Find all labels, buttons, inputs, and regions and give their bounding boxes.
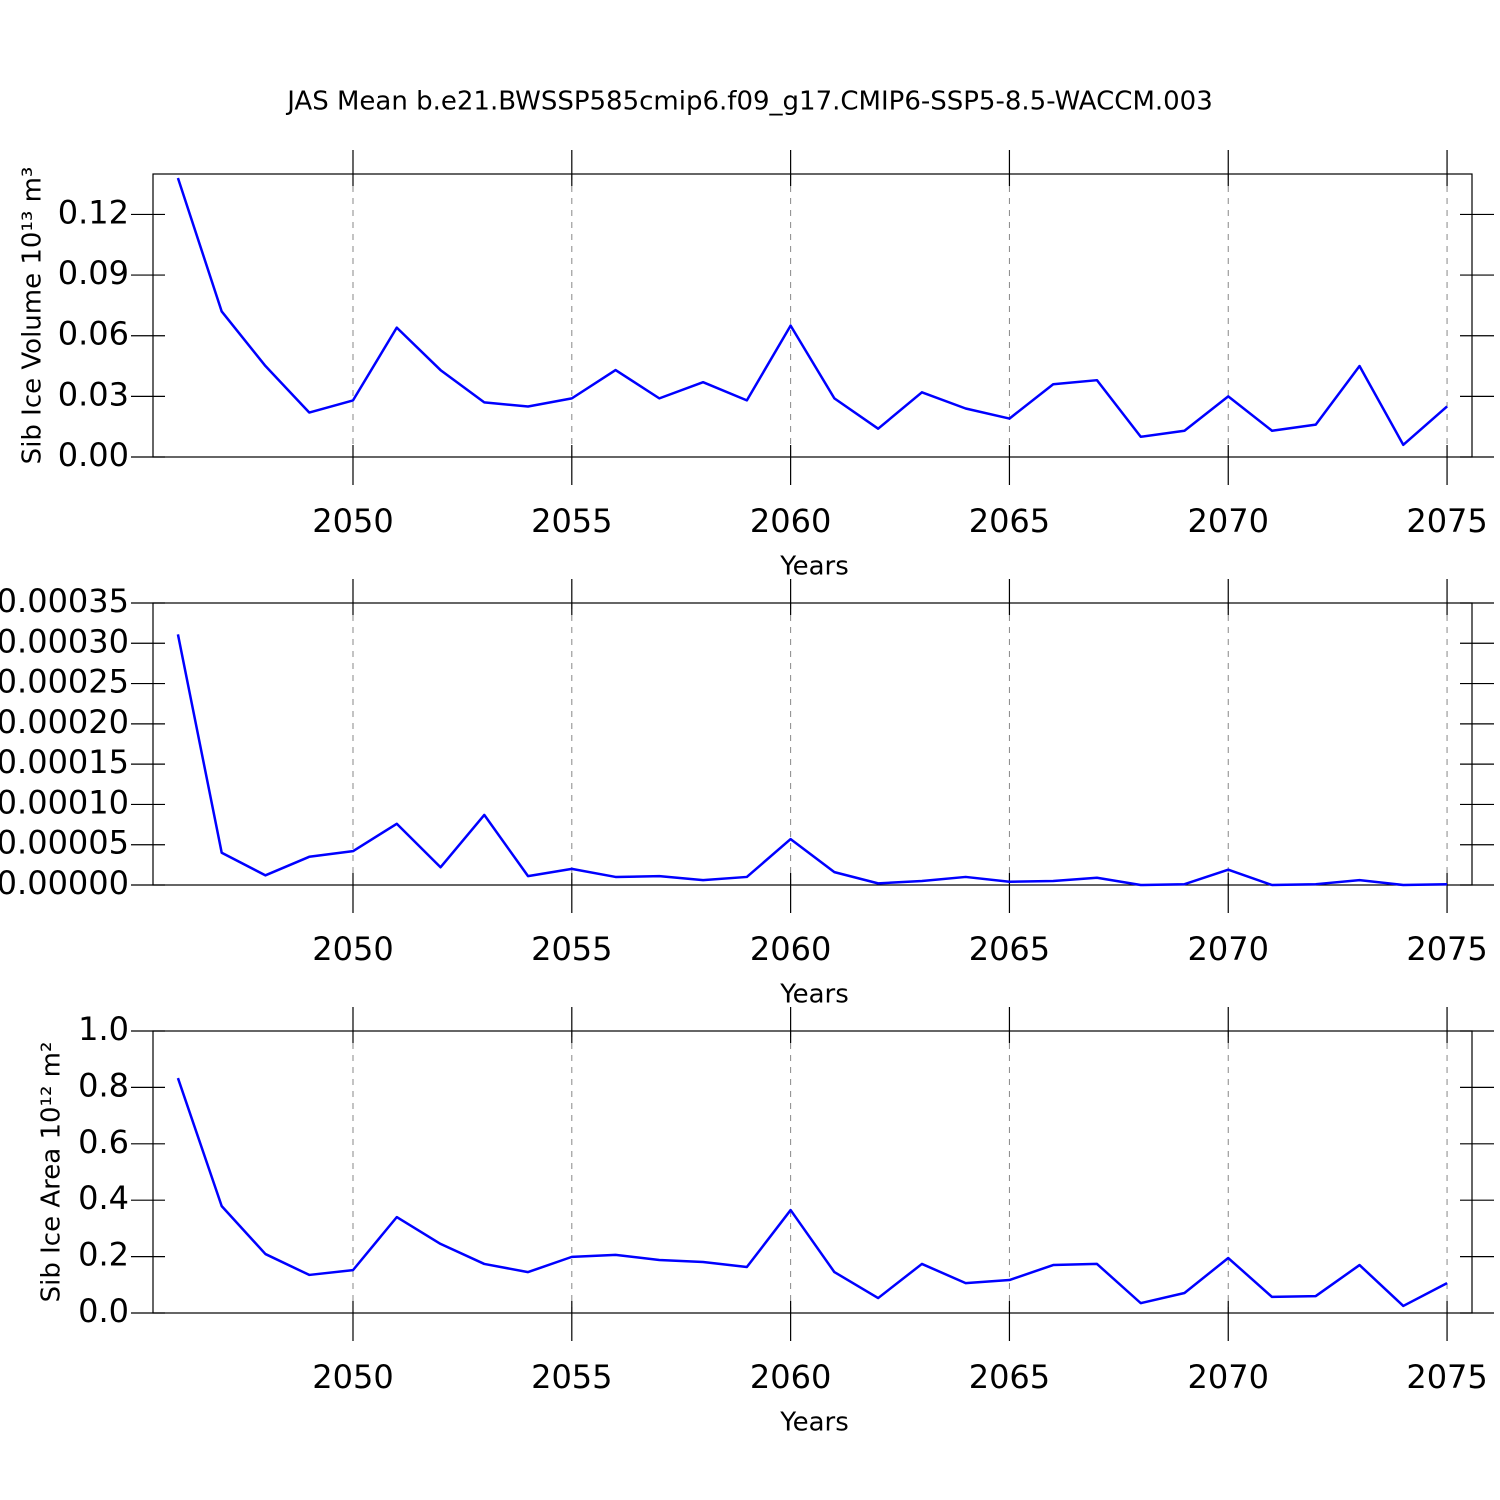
y-tick-label: 0.8 <box>78 1066 129 1104</box>
y-axis-label: Sib Ice Volume 10¹³ m³ <box>18 167 48 465</box>
x-tick-label: 2070 <box>1188 502 1269 540</box>
y-tick-label: 0.00035 <box>0 582 129 620</box>
x-tick-label: 2065 <box>969 502 1050 540</box>
x-tick-label: 2055 <box>531 930 612 968</box>
x-tick-label: 2070 <box>1188 930 1269 968</box>
y-tick-label: 0.00 <box>58 436 129 474</box>
x-tick-label: 2055 <box>531 502 612 540</box>
data-line <box>176 1077 1448 1308</box>
y-axis-label: Sib Ice Area 10¹² m² <box>37 1042 67 1303</box>
y-tick-label: 0.00010 <box>0 783 129 821</box>
x-tick-label: 2060 <box>750 1358 831 1396</box>
data-line <box>176 177 1448 447</box>
y-tick-label: 0.00025 <box>0 663 129 701</box>
x-tick-label: 2065 <box>969 930 1050 968</box>
x-tick-label: 2050 <box>312 930 393 968</box>
x-axis-label: Years <box>779 1408 849 1438</box>
x-tick-label: 2060 <box>750 502 831 540</box>
y-tick-label: 0.00015 <box>0 743 129 781</box>
x-tick-label: 2065 <box>969 1358 1050 1396</box>
x-tick-label: 2050 <box>312 502 393 540</box>
plot-frame <box>152 1030 1473 1314</box>
data-line <box>176 634 1448 887</box>
y-tick-label: 0.03 <box>58 375 129 413</box>
x-tick-label: 2070 <box>1188 1358 1269 1396</box>
x-tick-label: 2075 <box>1406 930 1487 968</box>
y-tick-label: 0.00030 <box>0 622 129 660</box>
x-axis-label: Years <box>779 552 849 582</box>
y-tick-label: 1.0 <box>78 1010 129 1048</box>
y-tick-label: 0.2 <box>78 1236 129 1274</box>
plot-frame <box>152 173 1473 458</box>
y-tick-label: 0.09 <box>58 254 129 292</box>
x-tick-label: 2050 <box>312 1358 393 1396</box>
y-tick-label: 0.0 <box>78 1292 129 1330</box>
y-tick-label: 0.06 <box>58 315 129 353</box>
y-tick-label: 0.4 <box>78 1179 129 1217</box>
chart-title: JAS Mean b.e21.BWSSP585cmip6.f09_g17.CMI… <box>285 87 1213 117</box>
x-tick-label: 2075 <box>1406 1358 1487 1396</box>
x-tick-label: 2075 <box>1406 502 1487 540</box>
plot-frame <box>152 602 1473 886</box>
y-tick-label: 0.00020 <box>0 703 129 741</box>
y-tick-label: 0.12 <box>58 193 129 231</box>
y-tick-label: 0.00000 <box>0 864 129 902</box>
x-axis-label: Years <box>779 980 849 1010</box>
x-tick-label: 2055 <box>531 1358 612 1396</box>
y-tick-label: 0.00005 <box>0 824 129 862</box>
y-tick-label: 0.6 <box>78 1123 129 1161</box>
x-tick-label: 2060 <box>750 930 831 968</box>
